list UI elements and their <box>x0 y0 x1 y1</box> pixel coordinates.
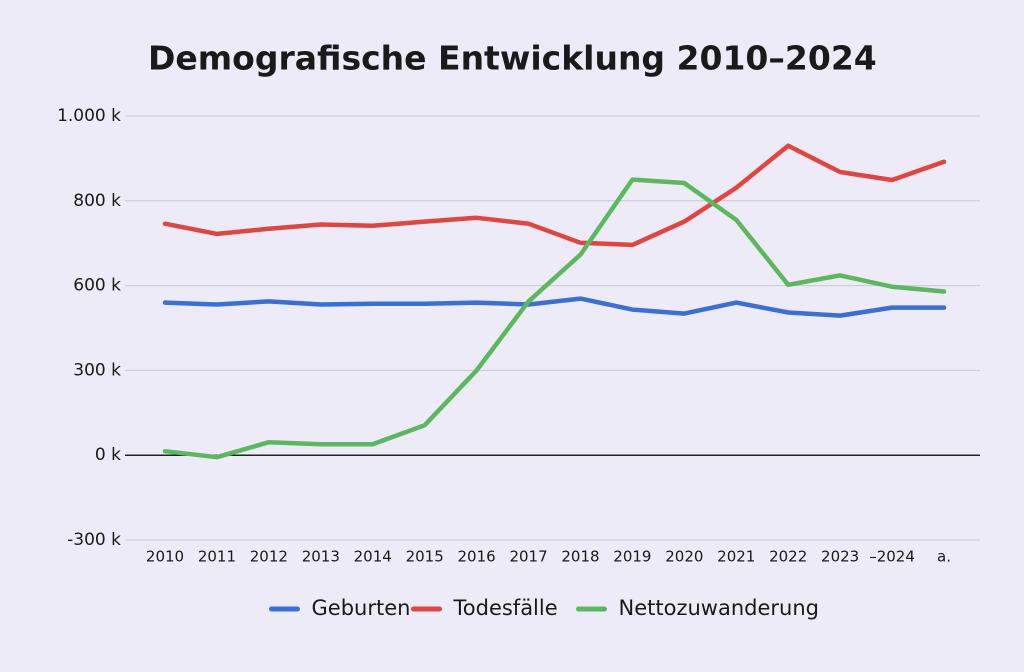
x-tick-label: 2020 <box>665 548 703 566</box>
y-tick-label: 800 k <box>73 191 121 211</box>
x-tick-label: 2016 <box>458 548 496 566</box>
legend-label: Geburten <box>312 596 411 620</box>
x-tick-label: 2019 <box>613 548 651 566</box>
x-tick-label: –2024 <box>869 548 915 566</box>
data-line <box>162 143 947 248</box>
y-tick-label: 300 k <box>73 360 121 380</box>
x-tick-label: 2022 <box>769 548 807 566</box>
x-tick-label: 2023 <box>821 548 859 566</box>
x-tick-label: 2011 <box>198 548 236 566</box>
legend-label: Todesfälle <box>453 596 558 620</box>
x-tick-label: 2013 <box>302 548 340 566</box>
x-tick-label: 2018 <box>561 548 599 566</box>
x-tick-label: 2010 <box>146 548 184 566</box>
x-tick-label: a. <box>937 548 951 566</box>
x-tick-label: 2017 <box>509 548 547 566</box>
y-tick-label: 600 k <box>73 276 121 296</box>
data-line <box>162 177 947 460</box>
x-tick-label: 2012 <box>250 548 288 566</box>
y-tick-label: 1.000 k <box>57 106 121 126</box>
legend-label: Nettozuwanderung <box>619 596 819 620</box>
x-tick-label: 2014 <box>354 548 392 566</box>
chart-title: Demografische Entwicklung 2010–2024 <box>148 39 877 78</box>
data-line <box>162 296 947 318</box>
y-tick-label: -300 k <box>67 530 121 550</box>
x-tick-label: 2021 <box>717 548 755 566</box>
x-tick-label: 2015 <box>406 548 444 566</box>
y-tick-label: 0 k <box>95 445 121 465</box>
